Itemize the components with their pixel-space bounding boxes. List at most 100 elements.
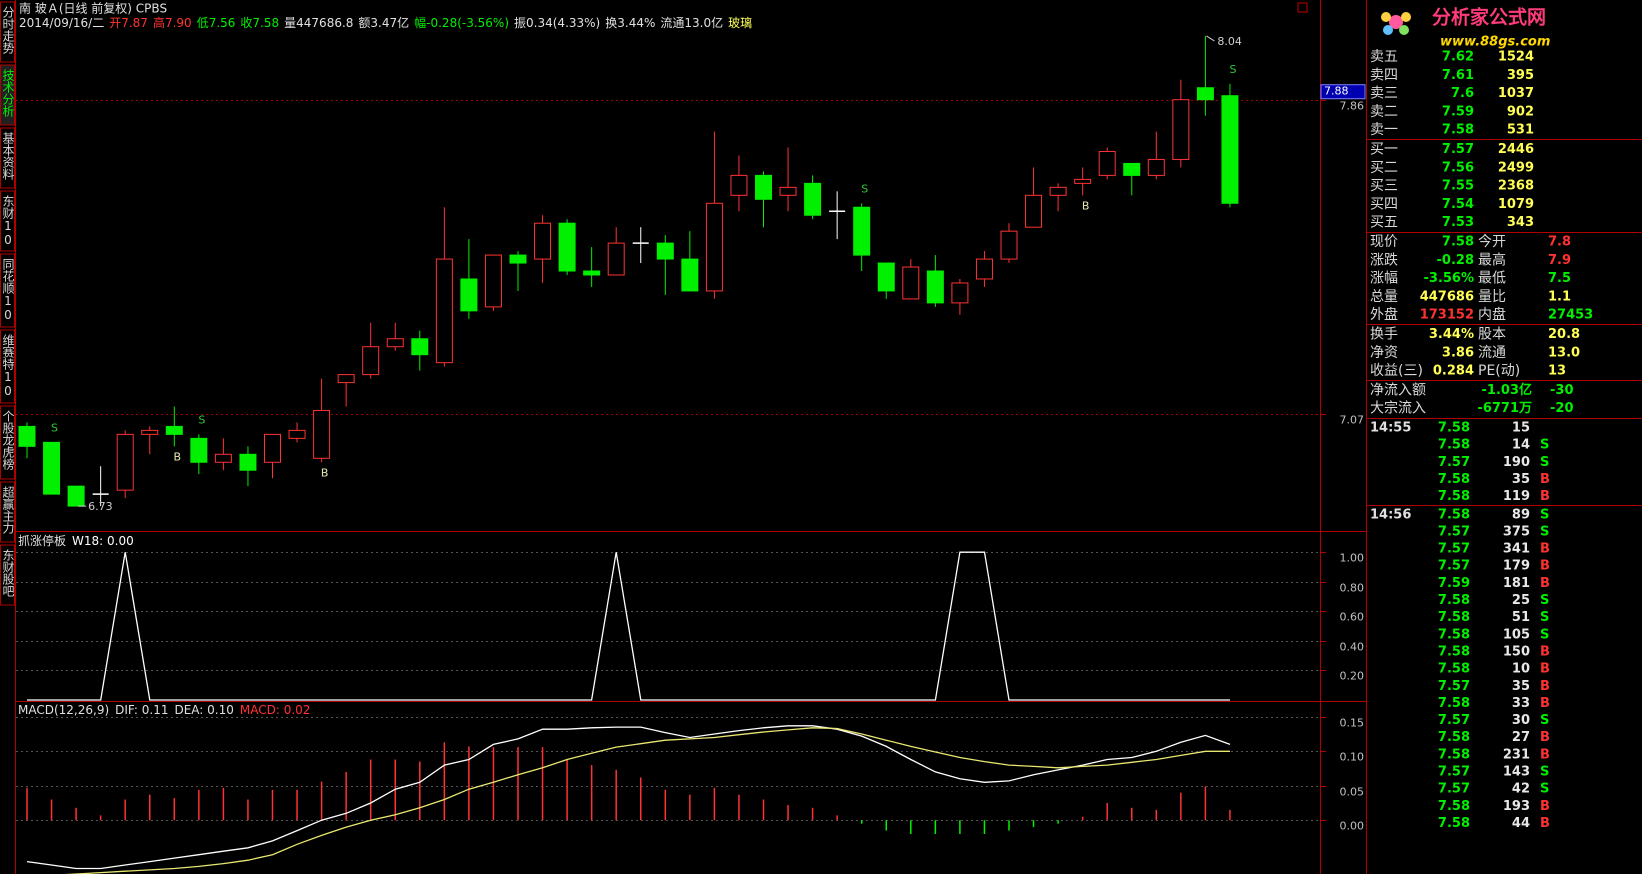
- stat-value: 13: [1548, 364, 1566, 379]
- frame: [15, 0, 1367, 874]
- tab[interactable]: 维赛特10: [0, 329, 16, 404]
- quote-field: 开7.87: [109, 16, 148, 30]
- tab-box: [0, 64, 15, 126]
- book-volume: 2368: [1498, 179, 1534, 194]
- trade-price: 7.57: [1438, 713, 1470, 728]
- stat-label: 最低: [1478, 271, 1506, 287]
- signal-label: S: [198, 413, 205, 426]
- trade-price: 7.58: [1438, 696, 1470, 711]
- trade-volume: 44: [1512, 816, 1530, 831]
- trade-volume: 42: [1512, 782, 1530, 797]
- trade-side: B: [1540, 747, 1550, 762]
- book-price: 7.57: [1442, 142, 1474, 157]
- book-volume: 343: [1507, 215, 1534, 230]
- book-price: 7.59: [1442, 104, 1474, 119]
- tab-box: [0, 190, 15, 252]
- tab-label: 超赢主力: [1, 485, 15, 535]
- quote-field: 额3.47亿: [358, 15, 409, 30]
- logo-name: 分析家公式网: [1432, 6, 1546, 29]
- trade-side: B: [1540, 730, 1550, 745]
- tab-label: 东财10: [1, 195, 15, 247]
- signal-label: S: [51, 421, 58, 434]
- candle-body: [1098, 150, 1116, 176]
- candle-body: [926, 270, 944, 304]
- trade-price: 7.57: [1438, 559, 1470, 574]
- trade-side: B: [1540, 559, 1550, 574]
- tab[interactable]: 东财股吧: [0, 544, 16, 606]
- candle-body: [1074, 178, 1092, 184]
- trade-price: 7.58: [1438, 627, 1470, 642]
- trade-price: 7.57: [1438, 765, 1470, 780]
- logo-url: www.88gs.com: [1440, 35, 1550, 50]
- stat-label: 净流入额: [1370, 382, 1426, 398]
- trade-side: B: [1540, 816, 1550, 831]
- tab[interactable]: 同花顺10: [0, 253, 16, 328]
- legend: MACD(12,26,9) DIF: 0.11 DEA: 0.10 MACD: 0.0…: [18, 703, 310, 717]
- tab-box: [0, 127, 15, 189]
- trade-price: 7.58: [1438, 662, 1470, 677]
- legend-entry: W18: 0.00: [72, 534, 134, 548]
- signal-label: S: [1229, 63, 1236, 76]
- stat-label: 现价: [1370, 234, 1398, 250]
- tab[interactable]: 东财10: [0, 190, 16, 252]
- trade-price: 7.58: [1438, 507, 1470, 522]
- window-button[interactable]: [1297, 2, 1308, 13]
- stat-value: 3.44%: [1429, 327, 1474, 342]
- tab-label: 维赛特10: [1, 334, 15, 398]
- trade-price: 7.57: [1438, 782, 1470, 797]
- logo-petal: [1401, 12, 1411, 22]
- trade-side: B: [1540, 799, 1550, 814]
- trade-volume: 89: [1512, 507, 1530, 522]
- trade-price: 7.57: [1438, 524, 1470, 539]
- trade-volume: 35: [1512, 679, 1530, 694]
- tab[interactable]: 个股龙虎榜: [0, 405, 16, 480]
- book-price: 7.54: [1442, 197, 1474, 212]
- chart-panel: [16, 551, 1320, 701]
- stat-value: -20: [1550, 401, 1574, 416]
- candle-body: [509, 254, 527, 264]
- trade-volume: 143: [1503, 765, 1530, 780]
- trade-side: B: [1540, 472, 1550, 487]
- candle-body: [902, 266, 920, 300]
- y-tick-label: 7.86: [1340, 100, 1365, 113]
- tab-box: [0, 1, 15, 63]
- book-volume: 1037: [1498, 86, 1534, 101]
- book-price: 7.53: [1442, 215, 1474, 230]
- candle-body: [1049, 186, 1067, 196]
- trade-volume: 30: [1512, 713, 1530, 728]
- trade-price: 7.57: [1438, 455, 1470, 470]
- candle-body: [288, 429, 306, 439]
- book-label: 买一: [1370, 142, 1398, 158]
- trade-volume: 231: [1503, 747, 1530, 762]
- cursor-price-box: [1320, 84, 1366, 100]
- candle-body: [67, 485, 85, 507]
- book-label: 卖三: [1370, 86, 1398, 102]
- trade-volume: 33: [1512, 696, 1530, 711]
- trade-side: B: [1540, 576, 1550, 591]
- tab-box: [0, 253, 15, 328]
- candle-body: [214, 453, 232, 463]
- y-tick-label: 0.80: [1340, 582, 1365, 595]
- book-label: 卖二: [1370, 104, 1398, 120]
- trade-price: 7.58: [1438, 730, 1470, 745]
- book-label: 买五: [1370, 215, 1398, 231]
- trade-side: S: [1540, 438, 1549, 453]
- stat-label: 净资: [1370, 345, 1398, 361]
- side-panel: 卖五 7.62 1524 卖四 7.61 395 卖三 7.6 1037 卖二 7.59 902 卖一 7…: [1367, 49, 1642, 831]
- candle-body: [362, 346, 380, 376]
- candle-body: [18, 425, 36, 447]
- book-label: 卖四: [1370, 67, 1398, 83]
- indicator-title: 抓涨停板: [18, 533, 66, 548]
- tab[interactable]: 技术分析: [0, 64, 16, 126]
- logo-petal: [1389, 15, 1403, 29]
- tab[interactable]: 超赢主力: [0, 481, 16, 543]
- book-label: 买四: [1370, 196, 1398, 212]
- tab[interactable]: 分时走势: [0, 1, 16, 63]
- tab[interactable]: 基本资料: [0, 127, 16, 189]
- trade-price: 7.58: [1438, 816, 1470, 831]
- stat-value: 20.8: [1548, 327, 1580, 342]
- stat-value: 3.86: [1442, 345, 1474, 360]
- trade-price: 7.58: [1438, 472, 1470, 487]
- high-label: 8.04: [1217, 35, 1242, 48]
